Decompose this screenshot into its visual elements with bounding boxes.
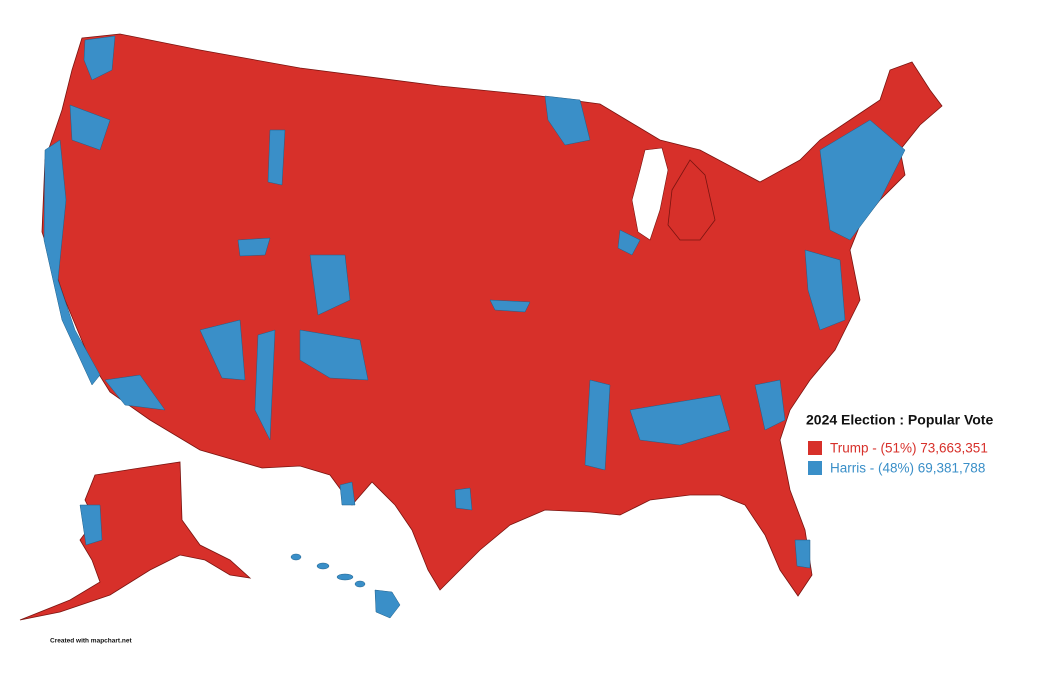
legend-label: Trump - (51%) 73,663,351 xyxy=(830,441,988,456)
credit: Created with mapchart.net xyxy=(50,638,132,645)
legend: 2024 Election : Popular Vote Trump - (51… xyxy=(806,412,993,476)
legend-swatch xyxy=(808,461,822,475)
legend-swatch xyxy=(808,441,822,455)
legend-title: 2024 Election : Popular Vote xyxy=(806,412,993,428)
lake-michigan xyxy=(631,147,669,241)
hawaii xyxy=(290,553,401,619)
map xyxy=(19,33,943,621)
harris-counties xyxy=(43,35,906,569)
alaska xyxy=(19,461,252,621)
legend-label: Harris - (48%) 69,381,788 xyxy=(830,461,985,476)
michigan xyxy=(667,159,716,241)
